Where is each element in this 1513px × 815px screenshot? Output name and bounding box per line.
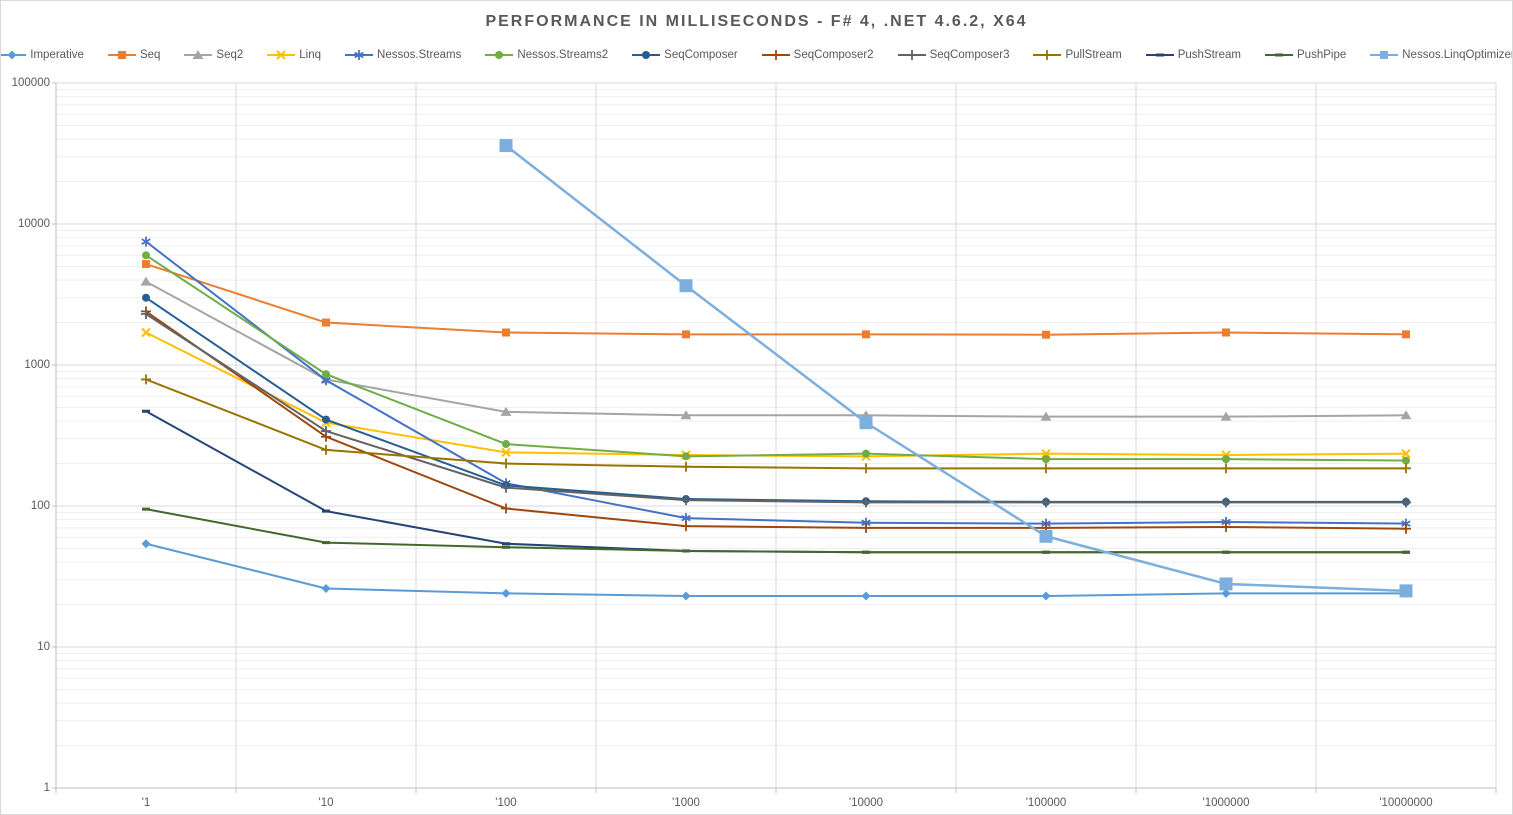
legend-marker-pushstream-icon — [1145, 53, 1174, 57]
legend-marker-seqcomposer-icon — [632, 51, 661, 59]
series-pullstream — [141, 374, 1411, 474]
legend-label-seqcomposer2: SeqComposer2 — [793, 49, 874, 61]
series-line-pullstream — [145, 378, 1407, 470]
legend-item-imperative[interactable]: Imperative — [1, 49, 84, 61]
series-seq — [142, 260, 1410, 339]
legend-label-pushstream: PushStream — [1177, 49, 1242, 61]
series-line-nessos-streams — [145, 240, 1407, 525]
y-tick-label: 1 — [43, 782, 50, 794]
legend-item-seqcomposer[interactable]: SeqComposer — [632, 49, 738, 61]
legend-marker-nessos-streams2-icon — [485, 51, 514, 59]
x-tick-label: '1000 — [672, 797, 700, 809]
legend-item-pullstream[interactable]: PullStream — [1033, 49, 1122, 61]
legend-item-pushstream[interactable]: PushStream — [1145, 49, 1242, 61]
legend-label-seq2: Seq2 — [216, 49, 244, 61]
series-line-seq — [145, 263, 1407, 336]
x-tick-label: '10000000 — [1379, 797, 1433, 809]
legend-item-linq[interactable]: Linq — [267, 49, 321, 61]
legend-label-pushpipe: PushPipe — [1297, 49, 1347, 61]
x-tick-label: '100 — [495, 797, 517, 809]
x-tick-label: '100000 — [1025, 797, 1067, 809]
legend-marker-linq-icon — [267, 50, 296, 60]
series-line-nessos-streams2 — [145, 254, 1407, 462]
legend-item-seq[interactable]: Seq — [107, 49, 161, 61]
legend-label-linq: Linq — [299, 49, 322, 61]
legend-label-nessos-streams: Nessos.Streams — [377, 49, 462, 61]
legend-marker-seqcomposer2-icon — [761, 50, 790, 60]
x-tick-label: '10000 — [848, 797, 884, 809]
chart-title: PERFORMANCE IN MILLISECONDS - F# 4, .NET… — [485, 13, 1028, 30]
legend-item-seq2[interactable]: Seq2 — [184, 49, 243, 61]
series-line-seqcomposer3 — [145, 312, 1407, 504]
series-line-seqcomposer2 — [145, 310, 1407, 530]
axis-lines — [52, 82, 1497, 793]
major-gridlines — [55, 82, 1497, 789]
series-seqcomposer3 — [141, 308, 1411, 508]
legend-label-nessos-linqoptimizer: Nessos.LinqOptimizer — [1402, 49, 1513, 61]
y-tick-label: 10 — [37, 641, 50, 653]
legend-item-nessos-streams2[interactable]: Nessos.Streams2 — [485, 49, 608, 61]
legend-label-imperative: Imperative — [30, 49, 84, 61]
x-tick-label: '1 — [141, 797, 151, 809]
series-nessos-streams2 — [142, 251, 1410, 465]
legend-label-seqcomposer3: SeqComposer3 — [929, 49, 1010, 61]
legend-marker-nessos-streams-icon — [345, 50, 374, 60]
legend-label-seq: Seq — [139, 49, 161, 61]
y-tick-label: 10000 — [18, 218, 50, 230]
legend-marker-seq2-icon — [184, 50, 213, 59]
series-line-pushpipe — [145, 508, 1407, 554]
y-tick-label: 100 — [30, 500, 50, 512]
series-pushpipe — [142, 507, 1410, 554]
series-nessos-linqoptimizer — [499, 139, 1413, 598]
legend-item-pushpipe[interactable]: PushPipe — [1265, 49, 1346, 61]
legend-item-seqcomposer3[interactable]: SeqComposer3 — [897, 49, 1010, 61]
legend-label-seqcomposer: SeqComposer — [664, 49, 738, 61]
legend-marker-nessos-linqoptimizer-icon — [1370, 51, 1399, 59]
legend-item-nessos-streams[interactable]: Nessos.Streams — [345, 49, 461, 61]
legend-marker-imperative-icon — [1, 50, 27, 60]
y-tick-label: 1000 — [24, 359, 50, 371]
series-line-imperative — [145, 542, 1407, 597]
chart-legend: Imperative Seq Seq2 Linq Nessos.Streams Nesso… — [1, 49, 1512, 61]
legend-item-nessos-linqoptimizer[interactable]: Nessos.LinqOptimizer — [1370, 49, 1513, 61]
y-tick-label: 100000 — [11, 77, 50, 89]
legend-marker-seq-icon — [107, 51, 136, 59]
legend-marker-pullstream-icon — [1033, 50, 1062, 60]
legend-marker-seqcomposer3-icon — [897, 50, 926, 60]
series-line-nessos-linqoptimizer — [504, 144, 1408, 593]
legend-item-seqcomposer2[interactable]: SeqComposer2 — [761, 49, 874, 61]
legend-label-pullstream: PullStream — [1065, 49, 1122, 61]
legend-marker-pushpipe-icon — [1265, 53, 1294, 57]
x-tick-label: '10 — [318, 797, 334, 809]
legend-label-nessos-streams2: Nessos.Streams2 — [517, 49, 609, 61]
x-tick-label: '1000000 — [1202, 797, 1250, 809]
